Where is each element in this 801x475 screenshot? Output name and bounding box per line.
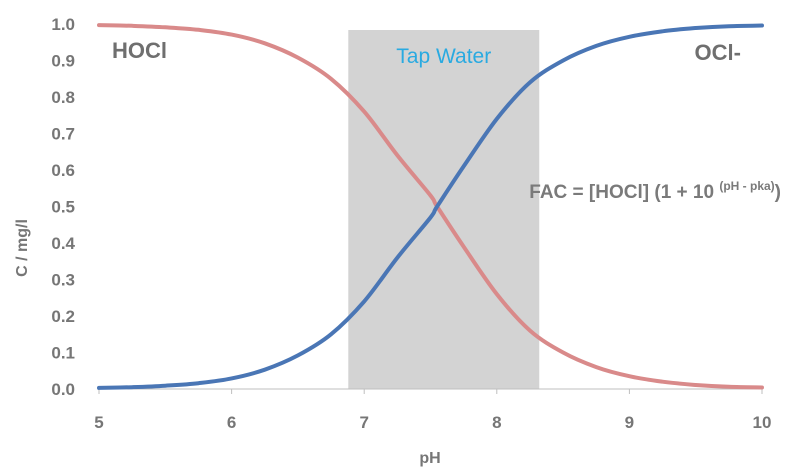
y-tick-label: 0.6 — [51, 161, 75, 180]
tap-water-region — [348, 30, 540, 389]
y-tick-label: 0.9 — [51, 52, 75, 71]
y-tick-label: 0.1 — [51, 344, 75, 363]
y-tick-label: 0.5 — [51, 198, 75, 217]
y-tick-label: 0.7 — [51, 125, 75, 144]
fac-formula-exponent: (pH - pka) — [719, 179, 774, 193]
y-tick-label: 0.3 — [51, 271, 75, 290]
fac-formula-main: FAC = [HOCl] (1 + 10 — [529, 182, 719, 203]
x-tick-label: 7 — [359, 413, 368, 432]
x-tick-label: 8 — [492, 413, 501, 432]
x-axis-ticks: 5 6 7 8 9 10 — [94, 389, 771, 432]
x-tick-label: 10 — [753, 413, 772, 432]
fac-formula-close: ) — [775, 182, 781, 203]
y-tick-label: 0.2 — [51, 307, 75, 326]
x-tick-label: 9 — [625, 413, 634, 432]
ocl-series-line — [97, 23, 764, 390]
y-tick-label: 0.8 — [51, 88, 75, 107]
ocl-label: OCl- — [695, 40, 741, 65]
y-axis-title: C / mg/l — [14, 219, 31, 277]
y-tick-label: 1.0 — [51, 15, 75, 34]
y-tick-label: 0.0 — [51, 380, 75, 399]
x-axis-title: pH — [419, 450, 440, 467]
y-axis-ticks: 0.0 0.1 0.2 0.3 0.4 0.5 0.6 0.7 0.8 0.9 1.0 — [51, 15, 75, 399]
x-tick-label: 6 — [227, 413, 236, 432]
x-tick-label: 5 — [94, 413, 103, 432]
y-tick-label: 0.4 — [51, 234, 75, 253]
hocl-series-line — [97, 23, 764, 390]
hocl-label: HOCl — [112, 38, 167, 63]
fac-formula: FAC = [HOCl] (1 + 10 (pH - pka)) — [529, 179, 781, 203]
tap-water-label: Tap Water — [396, 45, 491, 68]
